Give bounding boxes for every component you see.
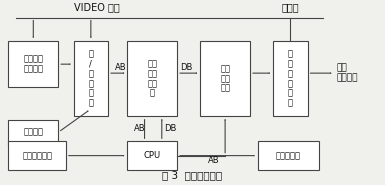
Bar [8,141,66,170]
Text: 同步信号
提取电路: 同步信号 提取电路 [23,55,43,73]
Bar [273,41,308,116]
Text: 键盘译码电路: 键盘译码电路 [22,151,52,160]
Text: DB: DB [180,63,192,72]
Bar [8,41,58,88]
Text: 程序缓冲区: 程序缓冲区 [276,151,301,160]
Text: 信
号
叠
加
电
路: 信 号 叠 加 电 路 [288,50,293,107]
Bar [127,41,177,116]
Text: 视频
信号输出: 视频 信号输出 [336,64,358,83]
Text: AB: AB [208,156,219,165]
Bar [74,41,108,116]
Text: 黑电平: 黑电平 [281,2,299,12]
Bar [258,141,319,170]
Text: 屏幕
编辑
缓冲
区: 屏幕 编辑 缓冲 区 [147,59,157,97]
Text: 行
/
场
记
数
器: 行 / 场 记 数 器 [88,50,93,107]
Text: VIDEO 信号: VIDEO 信号 [74,2,119,12]
Text: AB: AB [115,63,127,72]
Bar [200,41,250,116]
Bar [127,141,177,170]
Text: AB: AB [134,124,146,133]
Text: 叠加
控制
电路: 叠加 控制 电路 [220,64,230,93]
Text: DB: DB [164,124,176,133]
Text: 图 3  硬件结构框图: 图 3 硬件结构框图 [162,170,223,180]
Bar [8,120,58,145]
Text: 时钟电路: 时钟电路 [23,128,43,137]
Text: CPU: CPU [144,151,161,160]
